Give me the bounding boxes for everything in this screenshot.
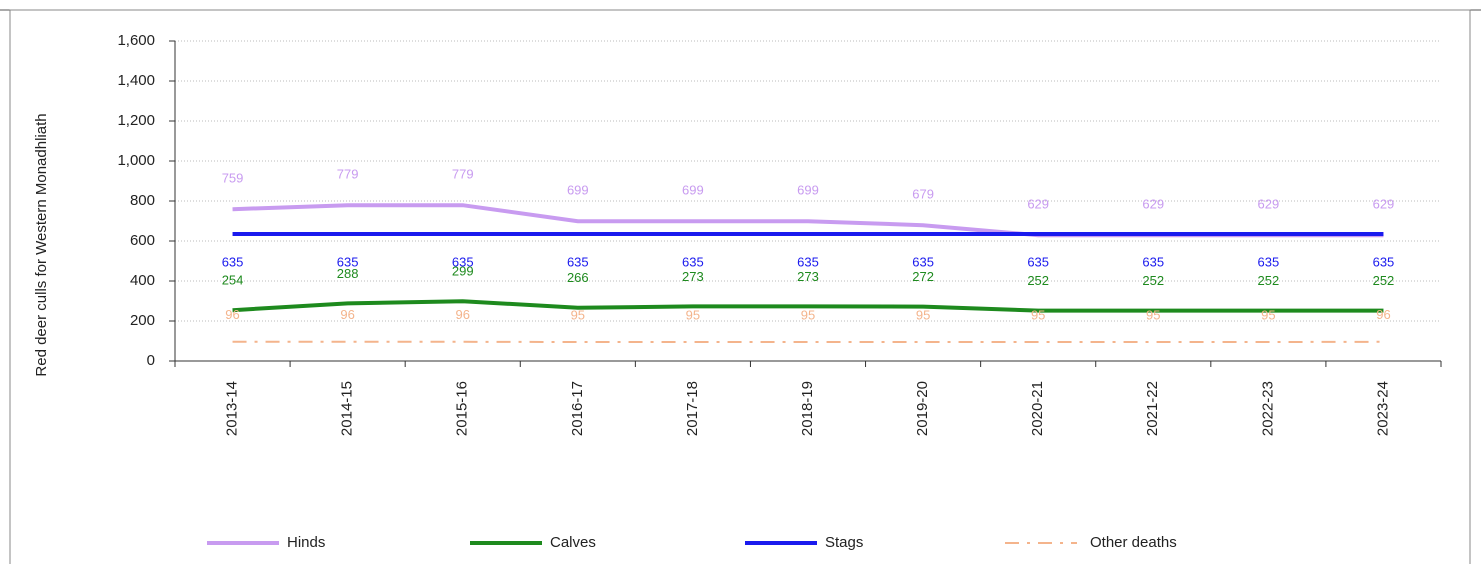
y-tick-label: 1,200 <box>117 112 155 129</box>
data-label: 273 <box>682 269 704 284</box>
x-tick-label: 2019-20 <box>914 381 931 436</box>
data-label: 95 <box>1031 307 1045 322</box>
data-label: 779 <box>452 167 474 182</box>
data-label: 95 <box>686 307 700 322</box>
data-label: 629 <box>1027 197 1049 212</box>
legend-label: Stags <box>825 534 863 551</box>
x-tick-label: 2018-19 <box>799 381 816 436</box>
frame <box>9 9 1471 564</box>
x-tick-label: 2016-17 <box>569 381 586 436</box>
data-label: 629 <box>1258 197 1280 212</box>
data-label: 679 <box>912 187 934 202</box>
x-tick-label: 2013-14 <box>224 381 241 436</box>
data-label: 635 <box>1027 254 1049 269</box>
data-label: 266 <box>567 270 589 285</box>
data-label: 635 <box>912 254 934 269</box>
x-tick-label: 2023-24 <box>1374 381 1391 436</box>
data-label: 635 <box>682 254 704 269</box>
data-label: 95 <box>916 307 930 322</box>
data-label: 779 <box>337 167 359 182</box>
data-label: 635 <box>452 254 474 269</box>
data-label: 759 <box>222 171 244 186</box>
y-tick-label: 1,400 <box>117 72 155 89</box>
data-label: 635 <box>222 254 244 269</box>
data-label: 252 <box>1027 273 1049 288</box>
data-label: 635 <box>337 254 359 269</box>
series-line <box>232 203 1384 238</box>
data-label: 629 <box>1373 197 1395 212</box>
data-label: 288 <box>337 266 359 281</box>
data-label: 272 <box>912 269 934 284</box>
data-label: 635 <box>797 254 819 269</box>
data-label: 635 <box>1142 254 1164 269</box>
x-tick-label: 2015-16 <box>454 381 471 436</box>
x-tick-label: 2017-18 <box>684 381 701 436</box>
x-tick-label: 2021-22 <box>1144 381 1161 436</box>
legend-label: Other deaths <box>1090 534 1177 551</box>
y-tick-label: 600 <box>130 232 155 249</box>
series-line <box>232 299 1384 313</box>
data-label: 273 <box>797 269 819 284</box>
data-label: 299 <box>452 264 474 279</box>
y-axis-label: Red deer culls for Western Monadhliath <box>33 113 50 376</box>
data-label: 96 <box>340 307 354 322</box>
data-label: 699 <box>567 183 589 198</box>
data-label: 95 <box>571 307 585 322</box>
legend-label: Hinds <box>287 534 325 551</box>
data-label: 252 <box>1373 273 1395 288</box>
x-tick-label: 2022-23 <box>1259 381 1276 436</box>
data-label: 635 <box>1373 254 1395 269</box>
y-tick-label: 1,600 <box>117 32 155 49</box>
y-tick-label: 0 <box>147 352 155 369</box>
data-label: 96 <box>1376 307 1390 322</box>
y-tick-label: 1,000 <box>117 152 155 169</box>
data-label: 96 <box>225 307 239 322</box>
x-tick-label: 2020-21 <box>1029 381 1046 436</box>
y-tick-label: 800 <box>130 192 155 209</box>
data-label: 95 <box>801 307 815 322</box>
legend-label: Calves <box>550 534 596 551</box>
y-tick-label: 200 <box>130 312 155 329</box>
data-label: 252 <box>1258 273 1280 288</box>
data-label: 95 <box>1261 307 1275 322</box>
data-label: 629 <box>1142 197 1164 212</box>
data-label: 95 <box>1146 307 1160 322</box>
data-label: 252 <box>1142 273 1164 288</box>
data-label: 96 <box>455 307 469 322</box>
data-label: 635 <box>567 254 589 269</box>
data-label: 699 <box>797 183 819 198</box>
data-label: 699 <box>682 183 704 198</box>
x-tick-label: 2014-15 <box>339 381 356 436</box>
y-tick-label: 400 <box>130 272 155 289</box>
data-label: 635 <box>1258 254 1280 269</box>
data-label: 254 <box>222 273 244 288</box>
